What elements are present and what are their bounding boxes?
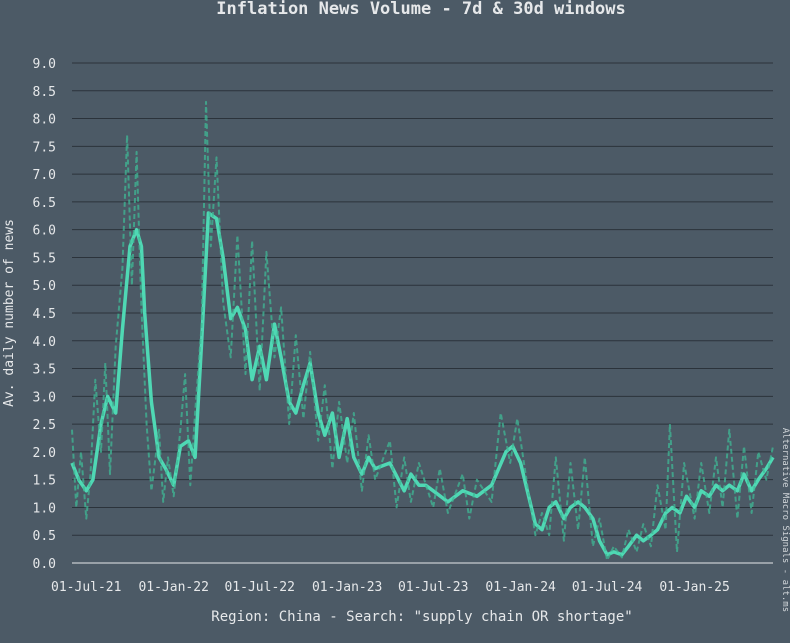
x-tick-label: 01-Jan-23 — [312, 580, 382, 595]
y-tick-label: 7.0 — [33, 168, 56, 183]
y-tick-label: 8.0 — [33, 113, 56, 128]
y-tick-label: 9.0 — [33, 57, 56, 72]
y-tick-label: 2.5 — [33, 418, 56, 433]
y-tick-label: 3.0 — [33, 390, 56, 405]
y-tick-label: 3.5 — [33, 363, 56, 378]
y-tick-label: 7.5 — [33, 140, 56, 155]
gridlines — [72, 62, 773, 564]
y-tick-label: 5.5 — [33, 251, 56, 266]
x-tick-label: 01-Jul-24 — [572, 580, 643, 595]
y-axis-label: Av. daily number of news — [2, 219, 17, 407]
y-axis: 0.0 0.5 1.0 1.5 2.0 2.5 3.0 3.5 4.0 4.5 5.0 5.5 6.0 6… — [33, 57, 56, 572]
x-tick-label: 01-Jan-25 — [659, 580, 729, 595]
y-tick-label: 0.0 — [33, 557, 56, 572]
x-tick-label: 01-Jan-24 — [485, 580, 556, 595]
source-note: Alternative Macro Signals - alt.ms — [780, 428, 790, 612]
y-tick-label: 5.0 — [33, 279, 56, 294]
y-tick-label: 6.5 — [33, 196, 56, 211]
x-axis-label: Region: China - Search: "supply chain OR… — [211, 609, 632, 625]
x-tick-label: 01-Jul-23 — [398, 580, 468, 595]
x-tick-label: 01-Jul-22 — [224, 580, 294, 595]
chart-title: Inflation News Volume - 7d & 30d windows — [216, 0, 625, 19]
y-tick-label: 2.0 — [33, 446, 56, 461]
y-tick-label: 1.5 — [33, 474, 56, 489]
y-tick-label: 0.5 — [33, 529, 56, 544]
y-tick-label: 8.5 — [33, 85, 56, 100]
y-tick-label: 4.5 — [33, 307, 56, 322]
x-tick-label: 01-Jul-21 — [51, 580, 121, 595]
y-tick-label: 4.0 — [33, 335, 56, 350]
x-tick-label: 01-Jan-22 — [138, 580, 208, 595]
series-line-7d — [71, 100, 774, 562]
plot-area — [70, 100, 775, 562]
x-axis: 01-Jul-21 01-Jan-22 01-Jul-22 01-Jan-23 01-J… — [51, 580, 730, 595]
y-tick-label: 6.0 — [33, 224, 56, 239]
y-tick-label: 1.0 — [33, 501, 56, 516]
